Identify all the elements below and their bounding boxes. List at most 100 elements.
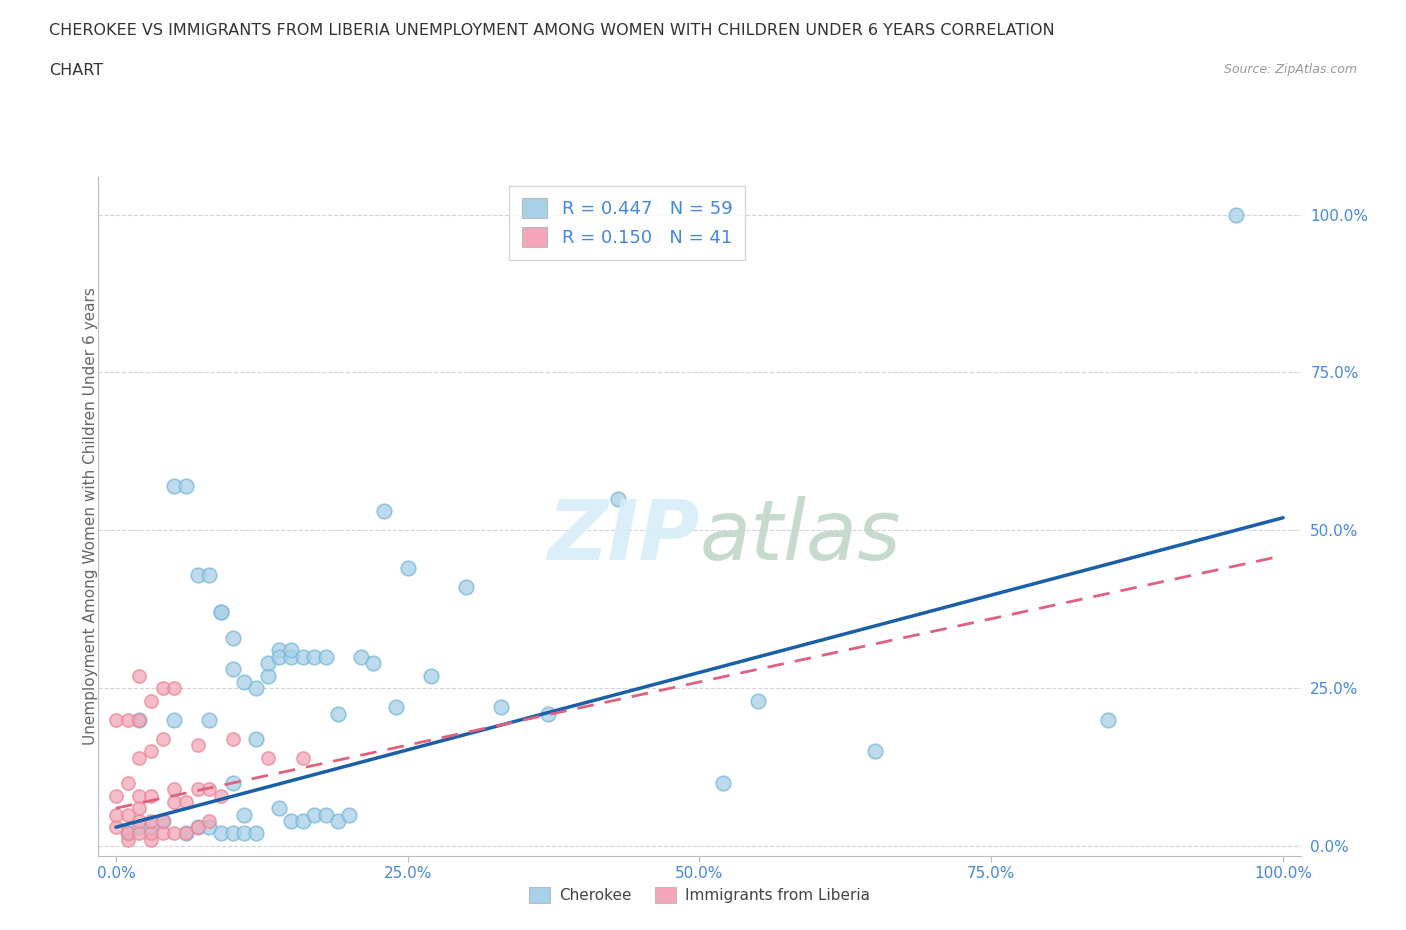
Point (198, 814, 221, 829)
Point (1225, 207, 1247, 222)
Point (104, 712, 127, 727)
Point (198, 567, 221, 582)
Point (269, 801, 291, 816)
Point (117, 807, 139, 822)
Point (361, 656, 384, 671)
Point (163, 681, 186, 696)
Point (198, 782, 221, 797)
Point (128, 668, 150, 683)
Text: atlas: atlas (700, 496, 901, 577)
Point (245, 826, 267, 841)
Point (139, 826, 162, 841)
Point (139, 814, 162, 829)
Point (326, 706, 349, 721)
Point (104, 807, 127, 822)
Point (269, 649, 291, 664)
Point (291, 751, 314, 765)
Point (269, 643, 291, 658)
Point (326, 814, 349, 829)
Point (128, 712, 150, 727)
Text: ZIP: ZIP (547, 496, 700, 577)
Point (221, 631, 243, 645)
Point (233, 674, 256, 689)
Point (606, 491, 628, 506)
Point (128, 801, 150, 816)
Point (198, 819, 221, 834)
Point (537, 706, 560, 721)
Point (280, 643, 302, 658)
Point (256, 668, 278, 683)
Point (152, 826, 174, 841)
Point (396, 561, 419, 576)
Point (152, 681, 174, 696)
Point (117, 776, 139, 790)
Point (117, 826, 139, 841)
Point (711, 776, 734, 790)
Point (221, 826, 243, 841)
Point (128, 788, 150, 803)
Point (128, 751, 150, 765)
Point (187, 567, 209, 582)
Point (187, 737, 209, 752)
Point (104, 819, 127, 834)
Point (315, 807, 337, 822)
Point (256, 751, 278, 765)
Point (128, 819, 150, 834)
Point (291, 814, 314, 829)
Point (747, 694, 769, 709)
Point (163, 794, 186, 809)
Point (139, 744, 162, 759)
Point (350, 649, 373, 664)
Point (163, 479, 186, 494)
Point (128, 826, 150, 841)
Point (385, 699, 408, 714)
Point (256, 656, 278, 671)
Point (221, 731, 243, 746)
Point (209, 605, 232, 620)
Point (174, 826, 197, 841)
Point (139, 832, 162, 847)
Point (152, 731, 174, 746)
Point (489, 699, 512, 714)
Point (304, 807, 326, 822)
Point (209, 605, 232, 620)
Point (1097, 712, 1119, 727)
Point (117, 712, 139, 727)
Point (187, 819, 209, 834)
Point (117, 832, 139, 847)
Point (163, 826, 186, 841)
Point (315, 649, 337, 664)
Point (221, 662, 243, 677)
Point (291, 649, 314, 664)
Point (454, 579, 477, 594)
Point (152, 814, 174, 829)
Point (163, 782, 186, 797)
Text: Source: ZipAtlas.com: Source: ZipAtlas.com (1223, 63, 1357, 76)
Point (163, 712, 186, 727)
Point (174, 794, 197, 809)
Legend: Cherokee, Immigrants from Liberia: Cherokee, Immigrants from Liberia (523, 881, 876, 909)
Point (221, 776, 243, 790)
Text: CHEROKEE VS IMMIGRANTS FROM LIBERIA UNEMPLOYMENT AMONG WOMEN WITH CHILDREN UNDER: CHEROKEE VS IMMIGRANTS FROM LIBERIA UNEM… (49, 23, 1054, 38)
Point (139, 788, 162, 803)
Point (187, 782, 209, 797)
Point (233, 807, 256, 822)
Point (139, 694, 162, 709)
Point (128, 814, 150, 829)
Point (198, 712, 221, 727)
Text: CHART: CHART (49, 63, 103, 78)
Point (280, 814, 302, 829)
Point (174, 479, 197, 494)
Point (117, 826, 139, 841)
Point (187, 819, 209, 834)
Y-axis label: Unemployment Among Women with Children Under 6 years: Unemployment Among Women with Children U… (83, 287, 97, 745)
Point (280, 649, 302, 664)
Point (245, 681, 267, 696)
Point (128, 712, 150, 727)
Point (209, 826, 232, 841)
Point (337, 807, 360, 822)
Point (373, 504, 395, 519)
Point (233, 826, 256, 841)
Point (420, 668, 443, 683)
Point (863, 744, 886, 759)
